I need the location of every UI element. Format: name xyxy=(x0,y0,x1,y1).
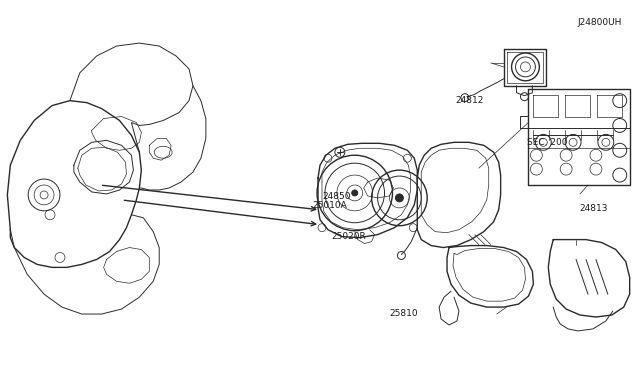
Circle shape xyxy=(335,147,345,157)
Text: 25020R: 25020R xyxy=(331,232,365,241)
Text: 25810: 25810 xyxy=(390,309,419,318)
Text: 24812: 24812 xyxy=(455,96,483,105)
Text: 24813: 24813 xyxy=(579,204,607,214)
Text: 24850: 24850 xyxy=(322,192,351,201)
Text: SEC. 200: SEC. 200 xyxy=(527,138,568,147)
Text: 25010A: 25010A xyxy=(312,201,347,210)
Circle shape xyxy=(396,194,403,202)
Circle shape xyxy=(352,190,358,196)
Text: J24800UH: J24800UH xyxy=(577,18,621,27)
